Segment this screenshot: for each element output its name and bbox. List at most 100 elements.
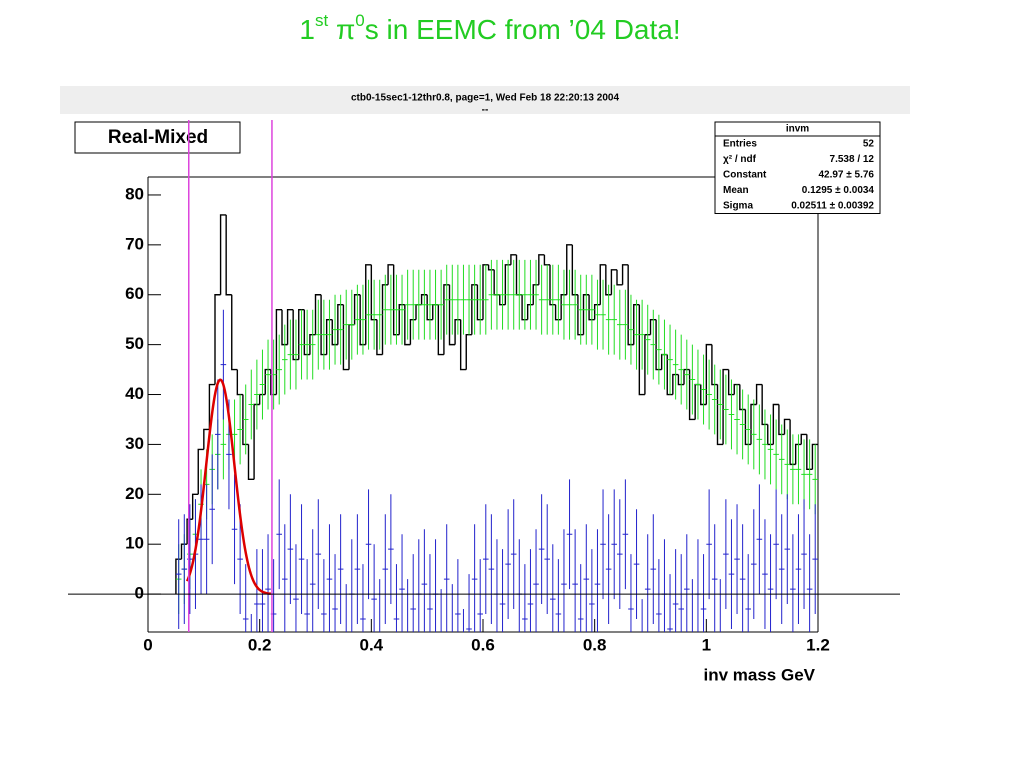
hist-bin: [454, 318, 461, 345]
hist-bin: [426, 294, 433, 321]
error-point: [751, 509, 757, 620]
error-point: [298, 309, 305, 380]
hist-bin: [750, 403, 757, 445]
error-point: [801, 439, 807, 510]
x-tick-label: 0.4: [360, 635, 384, 654]
error-point: [751, 399, 757, 470]
error-point: [410, 554, 416, 632]
error-point: [404, 269, 411, 340]
error-point: [572, 529, 578, 632]
error-point: [572, 269, 578, 340]
error-point: [667, 574, 673, 632]
error-point: [477, 264, 483, 335]
hist-bin: [666, 354, 673, 396]
error-point: [220, 309, 227, 420]
hist-bin: [359, 294, 366, 346]
error-point: [477, 559, 483, 632]
error-point: [678, 334, 684, 405]
error-point: [566, 269, 573, 340]
hist-bin: [549, 264, 556, 306]
error-point: [589, 274, 595, 345]
hist-bin: [219, 214, 227, 295]
error-point: [254, 359, 260, 430]
hist-bin: [191, 493, 199, 520]
error-point: [566, 479, 573, 590]
error-point: [689, 344, 696, 415]
error-point: [594, 529, 601, 632]
hist-bin: [571, 244, 578, 296]
error-point: [617, 499, 623, 610]
error-point: [337, 514, 344, 625]
error-point: [812, 504, 818, 615]
error-point: [483, 504, 489, 615]
error-point: [795, 514, 802, 625]
hist-bin: [560, 294, 567, 320]
error-point: [577, 564, 584, 632]
error-point: [282, 324, 288, 395]
error-point: [432, 269, 439, 340]
hist-bin: [325, 318, 333, 355]
hist-bin: [616, 269, 623, 286]
hist-bin: [309, 333, 316, 355]
error-point: [762, 409, 768, 480]
error-point: [399, 274, 405, 345]
hist-bin: [510, 254, 517, 265]
hist-bin: [409, 318, 416, 345]
hist-bin: [331, 319, 338, 346]
error-point: [360, 564, 366, 632]
hist-bin: [739, 384, 746, 411]
error-point: [471, 524, 478, 632]
label-box: [74, 121, 241, 154]
hist-bin: [794, 443, 802, 465]
error-point: [533, 259, 539, 330]
stats-name: Constant: [723, 169, 767, 180]
x-tick-label: 0: [143, 635, 152, 654]
error-point: [790, 434, 796, 505]
error-point: [589, 549, 595, 632]
error-point: [332, 294, 338, 365]
error-point: [488, 259, 495, 330]
hist-bin: [538, 254, 545, 285]
y-tick-label: 80: [125, 184, 144, 203]
error-point: [745, 394, 751, 465]
error-point: [628, 554, 634, 632]
y-tick-label: 60: [125, 284, 144, 303]
error-point: [600, 489, 606, 600]
error-point: [711, 524, 718, 632]
error-point: [365, 279, 372, 350]
hist-bin: [376, 319, 383, 356]
error-point: [617, 289, 623, 360]
error-point: [527, 259, 534, 330]
hist-bin: [543, 254, 550, 266]
error-point: [427, 554, 433, 632]
hist-bin: [443, 284, 450, 355]
error-point: [691, 579, 693, 632]
error-point: [187, 504, 193, 615]
banner: [60, 86, 910, 114]
x-tick-label: 0.2: [248, 635, 272, 654]
error-point: [773, 489, 779, 600]
hist-bin: [392, 264, 400, 336]
title-sup: 0: [355, 11, 364, 30]
error-point: [443, 264, 450, 335]
error-point: [734, 504, 740, 615]
error-point: [544, 264, 550, 335]
error-point: [388, 274, 394, 345]
error-point: [522, 259, 528, 330]
hist-bin: [599, 264, 606, 305]
error-point: [440, 589, 442, 632]
error-point: [376, 279, 383, 350]
hist-bin: [298, 309, 305, 360]
error-point: [365, 489, 372, 600]
hist-bin: [566, 244, 573, 295]
hist-bin: [365, 264, 372, 345]
stats-name: Sigma: [723, 200, 753, 211]
hist-bin: [337, 304, 344, 345]
overlay: invm Entries 52 χ² / ndf 7.538 / 12 Constant 4…: [188, 120, 881, 632]
error-point: [455, 264, 461, 335]
label: Real-Mixed: [108, 127, 208, 148]
hist-bin: [727, 369, 735, 396]
stats-name: Mean: [723, 185, 749, 196]
error-point: [488, 514, 495, 625]
hist-bin: [644, 333, 651, 395]
